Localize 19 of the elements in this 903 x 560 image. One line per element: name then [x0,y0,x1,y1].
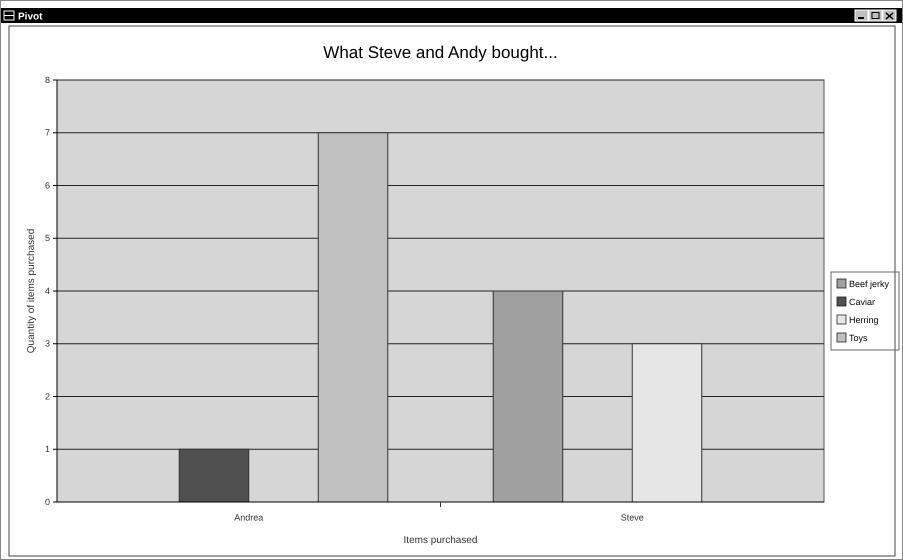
y-axis-title: Quantity of items purchased [26,228,37,354]
y-tick-label: 1 [44,444,50,454]
y-tick-label: 3 [44,338,50,349]
legend-label: Beef jerky [849,279,890,289]
y-tick-label: 5 [44,233,50,244]
text: Pivot [18,12,44,22]
y-tick-label: 7 [44,128,50,138]
y-tick-label: 2 [44,391,50,402]
legend-label: Toys [849,333,868,343]
y-tick-label: 0 [44,496,50,507]
x-tick-label: Andrea [234,512,264,522]
y-tick-label: 6 [44,180,50,190]
x-tick-label: Steve [620,512,644,522]
y-tick-label: 8 [44,74,50,85]
y-tick-label: 4 [44,286,50,296]
legend-label: Herring [849,315,879,325]
x-axis-title: Items purchased [404,535,478,546]
legend-label: Caviar [849,297,876,307]
chart-title: What Steve and Andy bought... [323,43,558,62]
